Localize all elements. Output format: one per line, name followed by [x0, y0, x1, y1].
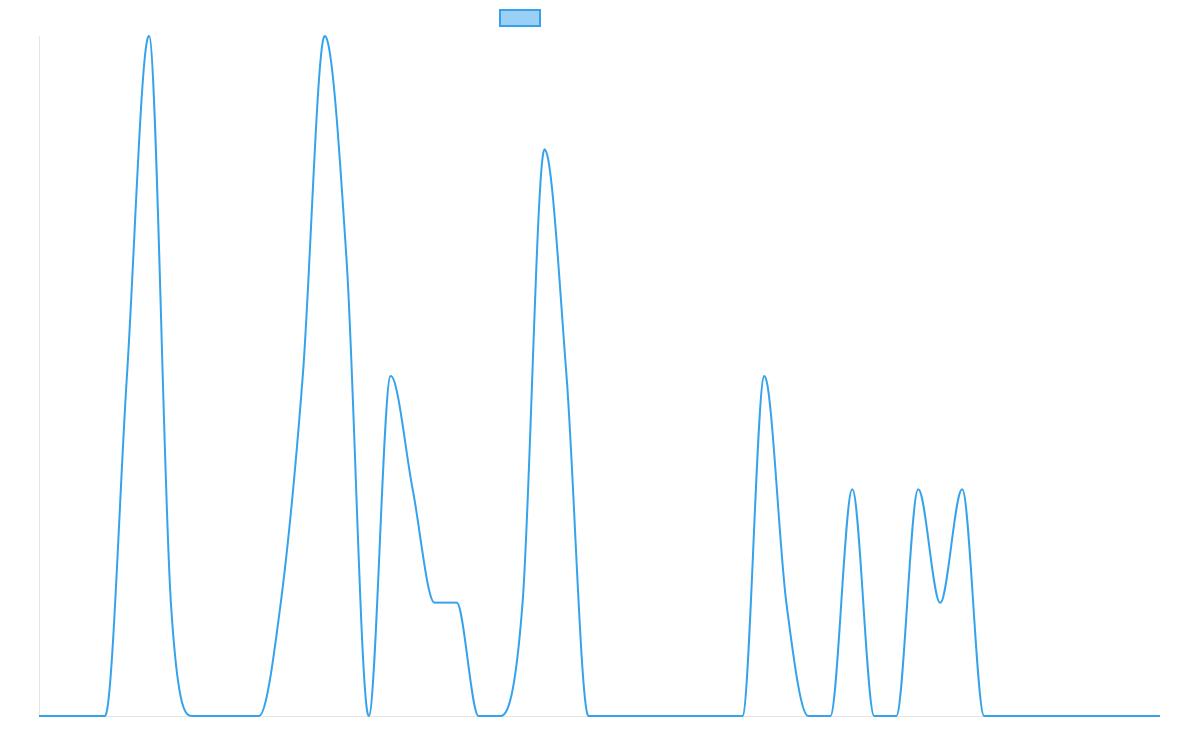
series-line — [39, 35, 1160, 717]
legend-swatch[interactable] — [499, 9, 541, 27]
legend[interactable] — [499, 9, 541, 27]
